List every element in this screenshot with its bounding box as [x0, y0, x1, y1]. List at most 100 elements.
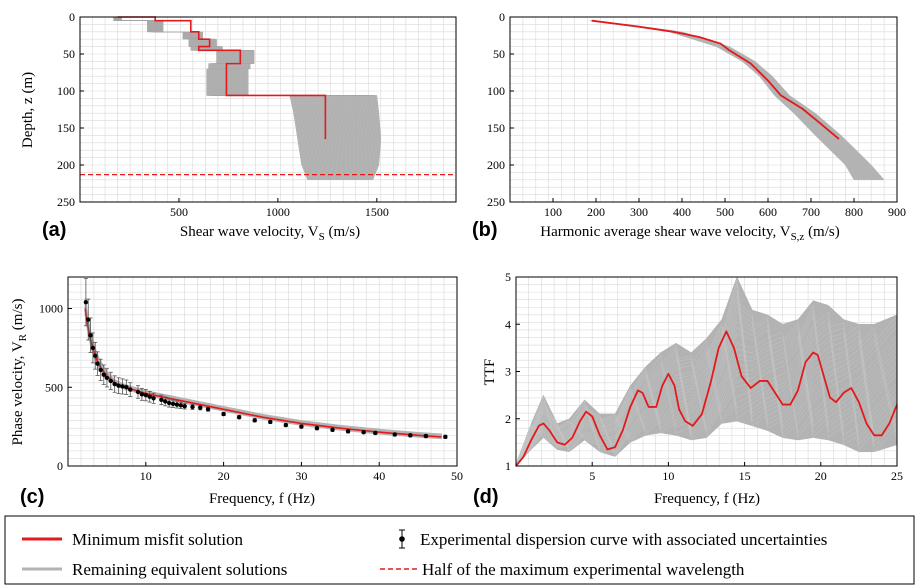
experimental-point — [166, 400, 172, 406]
experimental-point — [345, 429, 351, 434]
legend: Minimum misfit solution Remaining equiva… — [4, 515, 915, 585]
experimental-point — [392, 432, 397, 437]
x-tick-label: 10 — [140, 469, 152, 483]
panel-b-frame — [509, 16, 898, 203]
remaining-solution-line — [515, 311, 898, 466]
remaining-solution-line — [515, 323, 898, 466]
experimental-point — [190, 404, 195, 410]
y-tick-label: 0 — [69, 10, 75, 24]
legend-experimental-label: Experimental dispersion curve with assoc… — [420, 530, 827, 549]
experimental-point — [112, 381, 117, 387]
panel-a-ylabel: Depth, z (m) — [20, 72, 36, 148]
best-curve-line — [515, 330, 898, 467]
x-tick-label: 25 — [891, 469, 903, 483]
panel-c-xlabel: Frequency, f (Hz) — [209, 491, 315, 507]
experimental-point — [423, 433, 429, 439]
experimental-point — [151, 396, 156, 401]
legend-best-label: Minimum misfit solution — [72, 530, 243, 549]
experimental-point — [299, 424, 304, 429]
remaining-solution-line — [515, 326, 898, 465]
experimental-point — [98, 367, 103, 373]
remaining-solution-line — [515, 334, 898, 466]
experimental-point — [252, 418, 257, 423]
y-tick-label: 0 — [57, 459, 63, 473]
panel-b-remaining-band — [589, 20, 885, 181]
x-tick-label: 50 — [451, 469, 463, 483]
panel-a-ticks: 500 1000 1500 0 50 100 150 200 250 — [57, 10, 389, 219]
panel-c-experimental-points — [83, 278, 448, 440]
panel-a-letter: (a) — [42, 219, 66, 241]
x-tick-label: 20 — [218, 469, 230, 483]
x-tick-label: 100 — [544, 205, 562, 219]
experimental-point — [408, 433, 413, 438]
experimental-point — [128, 387, 133, 392]
remaining-solution-line — [515, 309, 898, 466]
experimental-point — [88, 333, 93, 338]
y-tick-label: 2 — [505, 412, 511, 426]
remaining-solution-line — [515, 314, 898, 466]
x-tick-label: 5 — [589, 469, 595, 483]
remaining-solution-line — [515, 279, 898, 467]
experimental-point — [178, 403, 184, 408]
panel-c-frame — [67, 276, 458, 467]
x-tick-label: 300 — [630, 205, 648, 219]
panel-c-ylabel: Phase velocity, VR (m/s) — [10, 299, 29, 446]
legend-box — [4, 515, 915, 585]
remaining-solution-line — [515, 325, 898, 465]
best-curve-line — [591, 19, 840, 140]
x-tick-label: 1000 — [266, 205, 290, 219]
x-tick-label: 900 — [888, 205, 906, 219]
panel-d-ylabel: TTF — [482, 359, 498, 386]
panel-a-best-profile — [117, 16, 327, 140]
experimental-point — [104, 375, 110, 380]
panel-c-letter: (c) — [20, 486, 44, 508]
experimental-point — [330, 427, 335, 432]
y-tick-label: 150 — [487, 121, 505, 135]
experimental-point — [124, 385, 129, 390]
y-tick-label: 250 — [487, 195, 505, 209]
remaining-solution-line — [515, 329, 898, 466]
remaining-solution-line — [515, 328, 898, 466]
remaining-solution-line — [515, 305, 898, 465]
remaining-solution-line — [515, 336, 898, 465]
panel-d-best-curve — [515, 330, 898, 467]
experimental-point — [143, 392, 148, 398]
panel-d-letter: (d) — [473, 486, 499, 508]
x-tick-label: 30 — [295, 469, 307, 483]
experimental-point — [198, 405, 203, 410]
panel-b-xlabel: Harmonic average shear wave velocity, VS… — [540, 224, 839, 243]
legend-remaining-label: Remaining equivalent solutions — [72, 560, 287, 579]
remaining-solution-line — [515, 322, 898, 466]
panel-b-best-curve — [591, 19, 840, 140]
experimental-point — [163, 399, 168, 404]
x-tick-label: 800 — [845, 205, 863, 219]
remaining-solution-line — [515, 284, 898, 467]
x-tick-label: 20 — [815, 469, 827, 483]
experimental-point — [205, 407, 211, 412]
y-tick-label: 4 — [505, 317, 511, 331]
experimental-point — [83, 300, 89, 305]
y-tick-label: 50 — [493, 47, 505, 61]
remaining-solution-line — [515, 317, 898, 466]
experimental-point — [86, 317, 91, 322]
experimental-point — [443, 434, 448, 440]
remaining-solution-line — [515, 315, 898, 465]
experimental-point — [108, 378, 113, 384]
x-tick-label: 600 — [759, 205, 777, 219]
y-tick-label: 500 — [45, 380, 63, 394]
remaining-solution-line — [515, 295, 898, 464]
experimental-point — [139, 392, 145, 397]
remaining-solution-line — [515, 301, 898, 465]
panel-d-ticks: 5 10 15 20 25 1 2 3 4 5 — [505, 270, 903, 483]
y-tick-label: 3 — [505, 365, 511, 379]
panel-b: 100 200 300 400 500 600 700 800 900 0 50 100 150 200 2… — [472, 10, 906, 243]
y-tick-label: 1000 — [39, 302, 63, 316]
x-tick-label: 500 — [170, 205, 188, 219]
y-tick-label: 150 — [57, 121, 75, 135]
experimental-point — [116, 383, 121, 388]
x-tick-label: 500 — [716, 205, 734, 219]
x-tick-label: 700 — [802, 205, 820, 219]
experimental-point — [174, 402, 180, 407]
